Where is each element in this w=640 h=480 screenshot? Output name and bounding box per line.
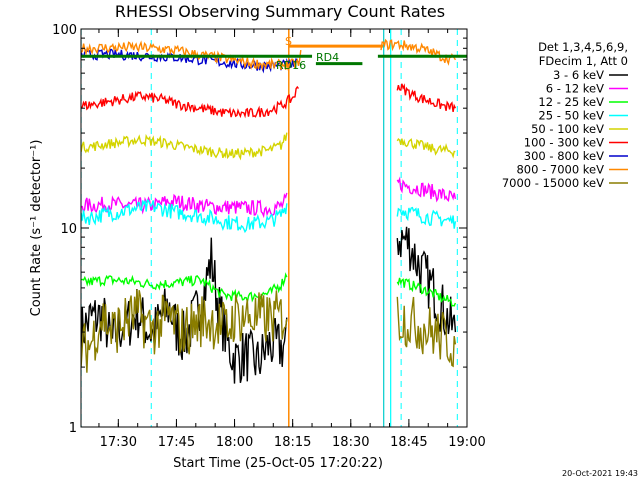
x-axis: 17:30 17:45 18:00 18:15 18:30 18:45 19:00 [98,29,486,450]
legend-label-2: 12 - 25 keV [538,95,604,109]
legend-label-0: 3 - 6 keV [553,68,604,82]
series-line-5 [81,85,300,119]
series-line-7 [380,38,457,66]
x-tick-label-1: 17:45 [158,435,195,450]
x-axis-label: Start Time (25-Oct-05 17:20:22) [173,456,383,471]
x-tick-label-2: 18:00 [216,435,253,450]
series-line-0 [396,226,457,336]
y-axis-label: Count Rate (s⁻¹ detector⁻¹) [29,140,44,317]
attenuator-label: S [285,35,292,48]
x-tick-label-4: 18:30 [332,435,369,450]
legend-header-line-1: Det 1,3,4,5,6,9, [538,40,628,54]
x-tick-label-6: 19:00 [448,435,485,450]
series-line-2 [81,272,288,305]
series-line-8 [81,289,288,373]
x-tick-label-3: 18:15 [274,435,311,450]
series-line-2 [396,277,457,307]
legend-header-line-2: FDecim 1, Att 0 [539,54,628,68]
series-line-7 [81,40,302,71]
series-line-4 [396,138,456,159]
series-line-8 [396,296,457,368]
timestamp: 20-Oct-2021 19:43 [562,469,638,478]
legend-label-8: 7000 - 15000 keV [502,176,604,190]
chart-title: RHESSI Observing Summary Count Rates [115,2,445,21]
rd4-label: RD4 [316,51,339,64]
y-tick-label-1: 10 [60,222,77,237]
series-line-5 [396,83,457,113]
series-line-6 [81,48,301,74]
legend-label-7: 800 - 7000 keV [516,163,604,177]
x-tick-label-0: 17:30 [100,435,137,450]
x-tick-label-5: 18:45 [390,435,427,450]
overlay-group [81,54,467,66]
series-group [81,38,457,384]
legend-label-3: 25 - 50 keV [538,109,604,123]
series-line-1 [396,176,457,203]
plot-frame [80,28,468,428]
night-region [288,29,392,427]
series-line-3 [396,206,457,229]
series-line-4 [81,132,288,161]
y-axis: 1 10 100 [52,23,467,436]
legend-label-4: 50 - 100 keV [531,122,604,136]
legend-label-1: 6 - 12 keV [546,82,604,96]
series-line-3 [81,199,288,234]
legend-label-6: 300 - 800 keV [524,149,604,163]
rd16-label: RD16 [276,59,306,72]
y-tick-label-0: 1 [69,421,77,436]
legend-label-5: 100 - 300 keV [524,136,604,150]
series-line-1 [81,192,288,219]
y-tick-label-2: 100 [52,23,77,38]
